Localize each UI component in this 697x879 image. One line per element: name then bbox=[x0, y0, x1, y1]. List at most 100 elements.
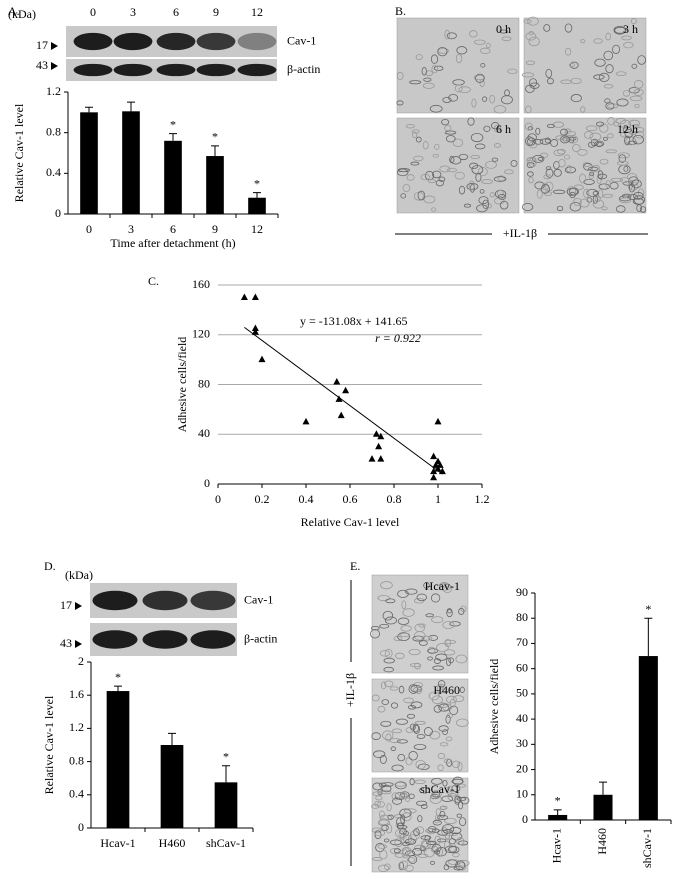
cell bbox=[468, 180, 475, 190]
y-tick-label: 1.6 bbox=[69, 687, 84, 701]
cell bbox=[555, 135, 567, 140]
cell bbox=[430, 792, 437, 800]
cell bbox=[479, 189, 485, 194]
cell bbox=[407, 704, 417, 710]
cell bbox=[400, 625, 412, 632]
cell bbox=[401, 600, 407, 610]
cell bbox=[560, 79, 573, 85]
cell bbox=[409, 778, 415, 786]
cell bbox=[377, 595, 390, 602]
cell bbox=[456, 797, 467, 801]
cell bbox=[617, 152, 630, 159]
kda-label: (kDa) bbox=[8, 7, 36, 21]
marker-label: 17 bbox=[60, 598, 72, 612]
treatment-label: +IL-1β bbox=[503, 226, 537, 240]
cell bbox=[395, 817, 405, 827]
cell bbox=[437, 764, 444, 772]
cell bbox=[434, 819, 440, 824]
micrograph bbox=[371, 678, 469, 773]
cell bbox=[435, 179, 444, 187]
cell bbox=[375, 842, 385, 853]
point bbox=[372, 430, 380, 437]
cell bbox=[493, 176, 507, 182]
cell bbox=[579, 173, 587, 184]
cell bbox=[458, 608, 465, 615]
cell bbox=[425, 70, 433, 77]
cell bbox=[442, 779, 448, 787]
cell bbox=[583, 131, 594, 139]
cell bbox=[485, 160, 497, 169]
cell bbox=[470, 132, 484, 143]
cell bbox=[449, 705, 459, 716]
cell bbox=[618, 154, 627, 163]
cell bbox=[563, 154, 571, 160]
cell bbox=[416, 800, 428, 806]
image-label: Hcav-1 bbox=[425, 579, 460, 593]
cell bbox=[396, 739, 408, 744]
image-label: H460 bbox=[433, 683, 460, 697]
marker-label: 43 bbox=[36, 58, 48, 72]
cell bbox=[379, 814, 393, 821]
cell bbox=[544, 137, 551, 144]
point bbox=[335, 395, 343, 402]
y-tick-label: 0 bbox=[78, 820, 84, 834]
cell bbox=[526, 157, 537, 162]
cell bbox=[439, 165, 451, 173]
cell bbox=[422, 82, 435, 89]
cell bbox=[452, 138, 464, 147]
x-tick-label: H460 bbox=[159, 836, 186, 850]
blot-band bbox=[196, 32, 236, 51]
y-tick-label: 0.8 bbox=[46, 124, 61, 138]
cell bbox=[522, 202, 534, 212]
cell bbox=[408, 648, 421, 656]
cell bbox=[444, 125, 452, 132]
significance-mark: * bbox=[645, 602, 651, 616]
panel-label: A. bbox=[8, 4, 20, 18]
marker-label: 17 bbox=[36, 38, 48, 52]
x-tick-label: 0.4 bbox=[299, 492, 314, 506]
cell bbox=[399, 828, 408, 835]
cell bbox=[402, 608, 415, 617]
cell bbox=[417, 853, 429, 858]
blot-band bbox=[237, 32, 277, 51]
cell bbox=[546, 123, 555, 129]
cell bbox=[413, 686, 423, 693]
cell bbox=[410, 701, 423, 709]
cell bbox=[490, 122, 500, 130]
cell bbox=[411, 131, 418, 139]
cell bbox=[577, 149, 588, 156]
cell bbox=[556, 148, 566, 155]
blot-band bbox=[156, 63, 196, 77]
cell bbox=[455, 53, 463, 64]
cell bbox=[402, 849, 409, 859]
cell bbox=[485, 42, 491, 49]
cell bbox=[529, 82, 540, 89]
cell bbox=[384, 616, 397, 625]
lane-label: 6 bbox=[173, 5, 179, 19]
cell bbox=[379, 810, 385, 818]
y-tick-label: 40 bbox=[198, 426, 210, 440]
cell bbox=[446, 657, 452, 667]
cell bbox=[448, 657, 454, 664]
cell bbox=[570, 94, 582, 103]
cell bbox=[446, 713, 453, 719]
bar bbox=[80, 112, 98, 214]
cell bbox=[550, 139, 559, 147]
cell bbox=[373, 750, 386, 758]
micrograph bbox=[523, 17, 647, 114]
cell bbox=[633, 126, 645, 134]
cell bbox=[406, 713, 416, 719]
cell bbox=[431, 616, 444, 624]
cell bbox=[628, 183, 635, 193]
bar bbox=[548, 814, 568, 820]
cell bbox=[408, 793, 415, 799]
cell bbox=[458, 86, 471, 94]
cell bbox=[454, 84, 463, 93]
cell bbox=[637, 55, 646, 65]
cell bbox=[569, 191, 576, 199]
cell bbox=[431, 695, 443, 705]
cell bbox=[632, 134, 644, 145]
cell bbox=[383, 838, 390, 843]
protein-label: Cav-1 bbox=[287, 33, 316, 47]
x-tick-label: 9 bbox=[212, 222, 218, 236]
